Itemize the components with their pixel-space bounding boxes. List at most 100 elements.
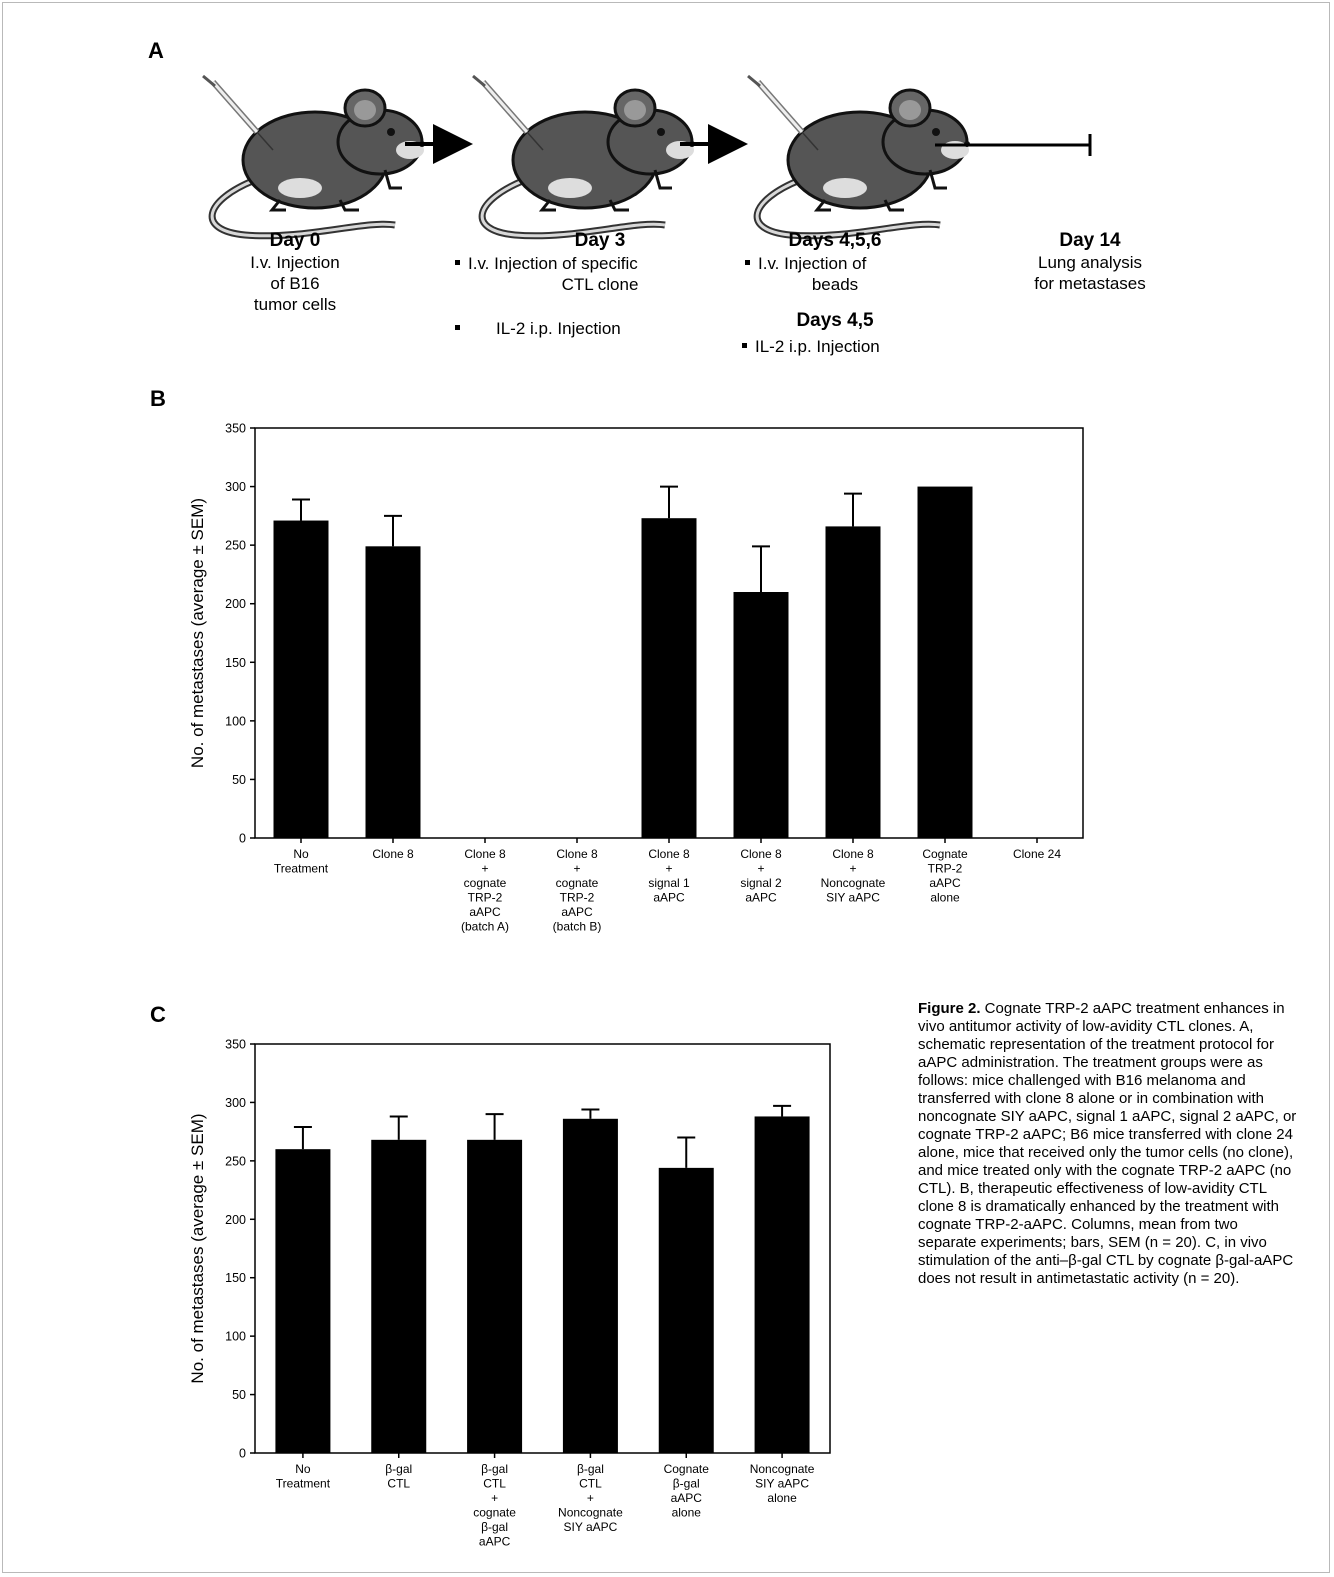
chart-c-ytick-label-3: 150 (225, 1271, 246, 1285)
chart-c-category-label-4-2: aAPC (671, 1491, 703, 1505)
chart-b-category-label-4-3: aAPC (653, 891, 685, 905)
step-days456-title: Days 4,5,6 (788, 230, 882, 251)
chart-b-ytick-label-0: 0 (239, 832, 246, 846)
chart-b-category-label-5-2: signal 2 (740, 876, 782, 890)
chart-b-category-label-3-1: + (573, 862, 580, 876)
chart-c-category-label-0-0: No (295, 1462, 311, 1476)
chart-b-category-label-3-4: aAPC (561, 905, 593, 919)
step-day3-bullet1: I.v. Injection of specific (455, 253, 638, 274)
chart-b-category-label-6-3: SIY aAPC (826, 891, 880, 905)
panel-c-label: C (150, 1002, 166, 1027)
caption-label: Figure 2. (918, 1000, 981, 1017)
chart-b-ytick-label-3: 150 (225, 656, 246, 670)
chart-c-category-label-2-2: + (491, 1491, 498, 1505)
chart-b-category-label-6-0: Clone 8 (832, 847, 874, 861)
chart-c-category-label-2-4: β-gal (481, 1520, 508, 1534)
chart-b-category-label-2-4: aAPC (469, 905, 501, 919)
step-days456-bullet1: I.v. Injection of (745, 253, 866, 274)
chart-b-category-label-1-0: Clone 8 (372, 847, 414, 861)
chart-b-category-label-3-3: TRP-2 (560, 891, 595, 905)
chart-b-category-label-2-5: (batch A) (461, 920, 509, 934)
chart-c-bar-1 (371, 1139, 427, 1453)
chart-b-ytick-label-4: 200 (225, 597, 246, 611)
chart-c-category-label-3-1: CTL (579, 1477, 602, 1491)
chart-c-ytick-label-7: 350 (225, 1038, 246, 1052)
chart-c-ytick-label-6: 300 (225, 1096, 246, 1110)
chart-c-bar-2 (467, 1139, 523, 1453)
chart-b-category-label-3-2: cognate (556, 876, 599, 890)
chart-c-category-label-4-0: Cognate (664, 1462, 710, 1476)
chart-c-category-label-2-3: cognate (473, 1506, 516, 1520)
step-day0: Day 0 I.v. Injection of B16 tumor cells (250, 230, 340, 314)
chart-b-category-label-7-1: TRP-2 (928, 862, 963, 876)
chart-b-category-label-2-3: TRP-2 (468, 891, 503, 905)
chart-c-ylabel: No. of metastases (average ± SEM) (188, 1113, 207, 1383)
chart-b-category-label-4-2: signal 1 (648, 876, 690, 890)
chart-b-category-label-2-1: + (481, 862, 488, 876)
chart-b-ylabel: No. of metastases (average ± SEM) (188, 498, 207, 768)
chart-b-bar-1 (365, 546, 421, 838)
chart-c-bar-0 (275, 1149, 331, 1453)
chart-b-category-label-5-3: aAPC (745, 891, 777, 905)
chart-b-category-label-6-1: + (849, 862, 856, 876)
chart-c-category-label-3-0: β-gal (577, 1462, 604, 1476)
chart-c-category-label-2-1: CTL (483, 1477, 506, 1491)
panel-a-label: A (148, 38, 164, 63)
chart-c-ytick-label-5: 250 (225, 1154, 246, 1168)
chart-b-category-label-3-5: (batch B) (553, 920, 602, 934)
chart-b-bar-4 (641, 518, 697, 838)
chart-b-ytick-label-2: 100 (225, 714, 246, 728)
caption-text: Cognate TRP-2 aAPC treatment enhances in… (918, 1000, 1297, 1287)
chart-c-bar-3 (562, 1118, 618, 1453)
chart-b-ytick-label-1: 50 (232, 773, 246, 787)
chart-b-category-label-6-2: Noncognate (821, 876, 886, 890)
chart-b-bar-0 (273, 520, 329, 838)
chart-b-category-label-5-0: Clone 8 (740, 847, 782, 861)
chart-b-category-label-7-3: alone (930, 891, 960, 905)
schematic-illustration (0, 60, 1092, 290)
chart-c-category-label-2-5: aAPC (479, 1535, 511, 1549)
chart-b-category-label-8-0: Clone 24 (1013, 847, 1061, 861)
chart-b-ytick-label-5: 250 (225, 539, 246, 553)
chart-c-bar-4 (658, 1167, 714, 1453)
chart-c-category-label-4-1: β-gal (673, 1477, 700, 1491)
chart-b-category-label-7-0: Cognate (922, 847, 968, 861)
chart-c-plot-frame (254, 1043, 831, 1454)
chart-c-category-label-4-3: alone (672, 1506, 702, 1520)
step-days45-title: Days 4,5 (796, 310, 874, 331)
chart-b-ytick-label-6: 300 (225, 480, 246, 494)
step-day3-bullet2: IL-2 i.p. Injection (455, 318, 621, 339)
chart-c-category-label-5-1: SIY aAPC (755, 1477, 809, 1491)
chart-b-category-label-2-0: Clone 8 (464, 847, 506, 861)
chart-c-category-label-3-4: SIY aAPC (564, 1520, 618, 1534)
chart-c-category-label-3-2: + (587, 1491, 594, 1505)
chart-c-category-label-5-2: alone (767, 1491, 797, 1505)
chart-b-category-label-5-1: + (757, 862, 764, 876)
chart-b-category-label-7-2: aAPC (929, 876, 961, 890)
chart-b-category-label-0-1: Treatment (274, 862, 329, 876)
chart-c-ytick-label-2: 100 (225, 1330, 246, 1344)
chart-c-category-label-3-3: Noncognate (558, 1506, 623, 1520)
step-days45-bullet: IL-2 i.p. Injection (742, 336, 880, 357)
chart-b: 0 50 100 150 200 250 300 350 No. of metastases (… (188, 422, 1084, 934)
chart-b-bar-5 (733, 592, 789, 838)
chart-c-ytick-label-1: 50 (232, 1388, 246, 1402)
step-days456-bullet1-cont: beads (811, 275, 859, 294)
chart-b-category-label-4-0: Clone 8 (648, 847, 690, 861)
chart-b-category-label-3-0: Clone 8 (556, 847, 598, 861)
chart-b-ytick-label-7: 350 (225, 422, 246, 436)
step-day3-bullet1-cont: CTL clone (561, 275, 639, 294)
chart-b-bar-7 (917, 486, 973, 838)
step-day14: Day 14 Lung analysis for metastases (1034, 230, 1146, 293)
chart-c-category-label-2-0: β-gal (481, 1462, 508, 1476)
panel-b-label: B (150, 386, 166, 411)
chart-c-category-label-0-1: Treatment (276, 1477, 331, 1491)
chart-b-category-label-0-0: No (293, 847, 309, 861)
chart-c-category-label-1-0: β-gal (385, 1462, 412, 1476)
chart-c-category-label-1-1: CTL (387, 1477, 410, 1491)
chart-c-ytick-label-0: 0 (239, 1447, 246, 1461)
chart-c-ytick-label-4: 200 (225, 1213, 246, 1227)
chart-b-category-label-2-2: cognate (464, 876, 507, 890)
